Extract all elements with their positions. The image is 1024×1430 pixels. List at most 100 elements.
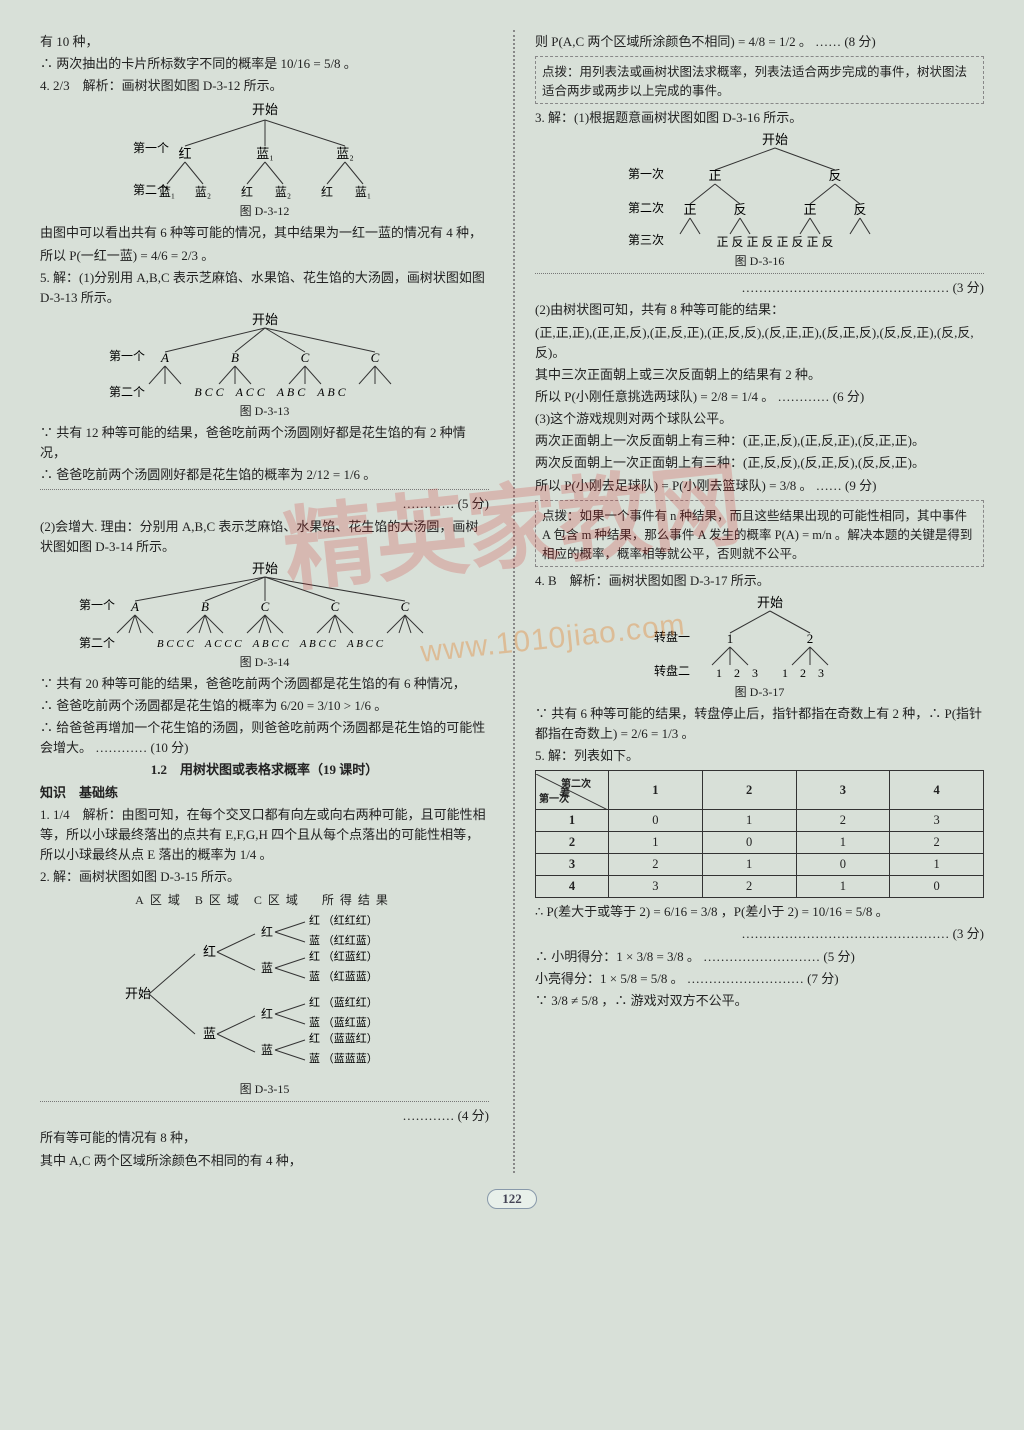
text: ∴ P(差大于或等于 2) = 6/16 = 3/8 ，P(差小于 2) = 1… xyxy=(535,902,984,922)
tree-root: 开始 xyxy=(251,102,277,117)
svg-text:C: C xyxy=(300,350,309,365)
diag-center: 差 xyxy=(560,784,570,799)
section-title: 1.2 用树状图或表格求概率（19 课时） xyxy=(40,760,489,780)
points: ………………………………………… (3 分) xyxy=(535,924,984,944)
svg-text:反: 反 xyxy=(853,202,866,217)
table-row: 2 1 0 1 2 xyxy=(536,832,984,854)
col-header: 4 xyxy=(890,771,984,810)
svg-text:B C C A C C A B C A B C: B C C A C C A B C A B C xyxy=(194,385,346,399)
svg-text:蓝: 蓝 xyxy=(261,961,273,975)
points: ………… (4 分) xyxy=(40,1106,489,1126)
text: ∵ 共有 20 种等可能的结果，爸爸吃前两个汤圆都是花生馅的有 6 种情况， xyxy=(40,674,489,694)
svg-text:红: 红 xyxy=(203,944,216,959)
note-box: 点拨：如果一个事件有 n 种结果，而且这些结果出现的可能性相同，其中事件 A 包… xyxy=(535,500,984,567)
tree-header: A区域 B区域 C区域 所得结果 xyxy=(40,891,489,908)
svg-text:红 （红红红）: 红 （红红红） xyxy=(309,914,378,927)
svg-text:蓝: 蓝 xyxy=(261,1043,273,1057)
svg-text:第二个: 第二个 xyxy=(79,636,115,650)
text: 其中三次正面朝上或三次反面朝上的结果有 2 种。 xyxy=(535,365,984,385)
cell: 0 xyxy=(609,810,703,832)
svg-text:A: A xyxy=(160,350,169,365)
text: (3)这个游戏规则对两个球队公平。 xyxy=(535,409,984,429)
svg-text:开始: 开始 xyxy=(761,132,787,147)
svg-text:第二个: 第二个 xyxy=(109,385,145,399)
dotted-rule xyxy=(535,273,984,274)
svg-text:第一个: 第一个 xyxy=(133,141,169,155)
dotted-rule xyxy=(40,1101,489,1102)
cell: 3 xyxy=(609,876,703,898)
svg-text:红: 红 xyxy=(261,1006,273,1021)
svg-text:蓝₂: 蓝₂ xyxy=(194,185,210,199)
q5: 5. 解：(1)分别用 A,B,C 表示芝麻馅、水果馅、花生馅的大汤圆，画树状图… xyxy=(40,268,489,308)
svg-text:1: 1 xyxy=(726,631,733,646)
col-header: 1 xyxy=(609,771,703,810)
text: 有 10 种， xyxy=(40,32,489,52)
svg-text:红 （蓝红红）: 红 （蓝红红） xyxy=(309,996,378,1009)
svg-text:蓝 （红蓝蓝）: 蓝 （红蓝蓝） xyxy=(309,970,378,983)
cell: 2 xyxy=(890,832,984,854)
text: ∵ 共有 6 种等可能的结果，转盘停止后，指针都指在奇数上有 2 种，∴ P(指… xyxy=(535,704,984,744)
cell: 1 xyxy=(702,854,796,876)
row-header: 2 xyxy=(536,832,609,854)
svg-text:反: 反 xyxy=(733,202,746,217)
page-number: 122 xyxy=(0,1189,1024,1209)
svg-text:正 反 正 反 正 反 正 反: 正 反 正 反 正 反 正 反 xyxy=(716,235,833,249)
svg-text:开始: 开始 xyxy=(756,595,782,610)
svg-text:B: B xyxy=(231,350,239,365)
svg-text:红: 红 xyxy=(320,184,332,199)
svg-text:红: 红 xyxy=(178,146,191,161)
difference-table: 第二次 第一次 差 1 2 3 4 1 0 1 2 3 2 1 xyxy=(535,770,984,898)
text: 其中 A,C 两个区域所涂颜色不相同的有 4 种， xyxy=(40,1151,489,1171)
text: 所有等可能的情况有 8 种， xyxy=(40,1128,489,1148)
text: ∵ 3/8 ≠ 5/8 ，∴ 游戏对双方不公平。 xyxy=(535,991,984,1011)
svg-text:C: C xyxy=(260,599,269,614)
svg-text:第一个: 第一个 xyxy=(79,598,115,612)
text: ∴ 爸爸吃前两个汤圆刚好都是花生馅的概率为 2/12 = 1/6 。 xyxy=(40,465,489,485)
svg-text:第二次: 第二次 xyxy=(628,201,664,215)
section-sub: 知识 基础练 xyxy=(40,783,489,803)
svg-text:转盘二: 转盘二 xyxy=(654,663,690,678)
svg-text:正: 正 xyxy=(708,168,721,183)
text: 则 P(A,C 两个区域所涂颜色不相同) = 4/8 = 1/2 。 …… (8… xyxy=(535,32,984,52)
points: ………………………………………… (3 分) xyxy=(535,278,984,298)
kb2: 2. 解：画树状图如图 D-3-15 所示。 xyxy=(40,867,489,887)
right-column: 则 P(A,C 两个区域所涂颜色不相同) = 4/8 = 1/2 。 …… (8… xyxy=(513,30,984,1173)
svg-text:开始: 开始 xyxy=(125,986,151,1001)
svg-text:红 （红蓝红）: 红 （红蓝红） xyxy=(309,950,378,963)
text: 所以 P(一红一蓝) = 4/6 = 2/3 。 xyxy=(40,246,489,266)
text: ∴ 爸爸吃前两个汤圆都是花生馅的概率为 6/20 = 3/10 > 1/6 。 xyxy=(40,696,489,716)
text: ∴ 小明得分：1 × 3/8 = 3/8 。 ……………………… (5 分) xyxy=(535,947,984,967)
svg-text:第一个: 第一个 xyxy=(109,349,145,363)
fig-caption: 图 D-3-17 xyxy=(535,683,984,700)
fig-caption: 图 D-3-15 xyxy=(40,1080,489,1097)
q4b: 4. B 解析：画树状图如图 D-3-17 所示。 xyxy=(535,571,984,591)
cell: 1 xyxy=(609,832,703,854)
svg-text:蓝₁: 蓝₁ xyxy=(158,185,174,199)
svg-text:开始: 开始 xyxy=(251,312,277,327)
svg-text:红: 红 xyxy=(261,924,273,939)
tree-d-3-13: 开始 第一个 A B C C 第二个 B C C A C C A B C A B… xyxy=(40,312,489,419)
text: 所以 P(小刚去足球队) = P(小刚去篮球队) = 3/8 。 …… (9 分… xyxy=(535,476,984,496)
q3: 3. 解：(1)根据题意画树状图如图 D-3-16 所示。 xyxy=(535,108,984,128)
svg-text:A: A xyxy=(130,599,139,614)
svg-text:2: 2 xyxy=(806,631,813,646)
dotted-rule xyxy=(40,489,489,490)
svg-text:蓝₂: 蓝₂ xyxy=(336,146,354,161)
text: (2)由树状图可知，共有 8 种等可能的结果： xyxy=(535,300,984,320)
svg-text:蓝₁: 蓝₁ xyxy=(256,146,274,161)
cell: 0 xyxy=(796,854,890,876)
svg-text:C: C xyxy=(370,350,379,365)
q4: 4. 2/3 解析：画树状图如图 D-3-12 所示。 xyxy=(40,76,489,96)
fig-caption: 图 D-3-14 xyxy=(40,653,489,670)
svg-text:开始: 开始 xyxy=(251,561,277,576)
left-column: 有 10 种， ∴ 两次抽出的卡片所标数字不同的概率是 10/16 = 5/8 … xyxy=(40,30,489,1173)
diagonal-header: 第二次 第一次 差 xyxy=(536,774,594,806)
tree-d-3-16: 开始 第一次 正反 第二次 正反 正反 第三次 正 反 正 反 正 xyxy=(535,132,984,269)
cell: 2 xyxy=(609,854,703,876)
text: ∵ 共有 12 种等可能的结果，爸爸吃前两个汤圆刚好都是花生馅的有 2 种情况， xyxy=(40,423,489,463)
table-row: 第二次 第一次 差 1 2 3 4 xyxy=(536,771,984,810)
cell: 2 xyxy=(796,810,890,832)
note-box: 点拨：用列表法或画树状图法求概率，列表法适合两步完成的事件，树状图法适合两步或两… xyxy=(535,56,984,104)
svg-text:蓝 （蓝红蓝）: 蓝 （蓝红蓝） xyxy=(309,1016,378,1029)
svg-text:第三次: 第三次 xyxy=(628,233,664,247)
